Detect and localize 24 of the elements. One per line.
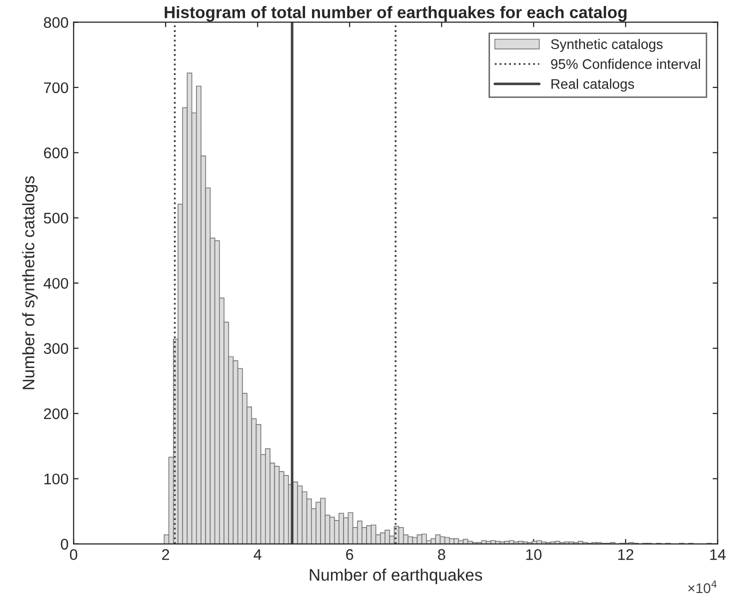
legend-label: Synthetic catalogs xyxy=(551,38,663,52)
x-tick-label: 2 xyxy=(162,549,170,560)
y-tick-label: 0 xyxy=(60,538,68,550)
y-tick-label: 100 xyxy=(44,474,68,484)
y-tick-label: 400 xyxy=(44,278,68,289)
x-tick-label: 12 xyxy=(618,549,634,560)
y-tick-label: 600 xyxy=(44,148,68,158)
ref-line-label: Real catalogs xyxy=(552,78,634,92)
ref-line-label: 95% Confidence interval xyxy=(551,58,700,69)
x-tick-label: 14 xyxy=(710,549,726,560)
x-tick-label: 6 xyxy=(346,549,354,560)
y-tick-label: 500 xyxy=(44,212,68,224)
y-tick-label: 800 xyxy=(44,17,68,28)
x-tick-label: 4 xyxy=(254,549,262,560)
y-tick-label: 300 xyxy=(44,343,68,354)
text: ×10$^{4}$ xyxy=(688,580,717,594)
x-axis-title: Number of earthquakes xyxy=(310,568,482,584)
y-axis-title: Number of synthetic catalogs xyxy=(22,176,38,390)
x-tick-label: 8 xyxy=(438,549,446,560)
y-tick-label: 200 xyxy=(44,408,68,420)
chart-title: Histogram of total number of earthquakes for each catalog xyxy=(164,6,626,22)
x-tick-label: 10 xyxy=(526,549,542,560)
y-tick-label: 700 xyxy=(44,82,68,94)
x-tick-label: 0 xyxy=(70,549,78,560)
